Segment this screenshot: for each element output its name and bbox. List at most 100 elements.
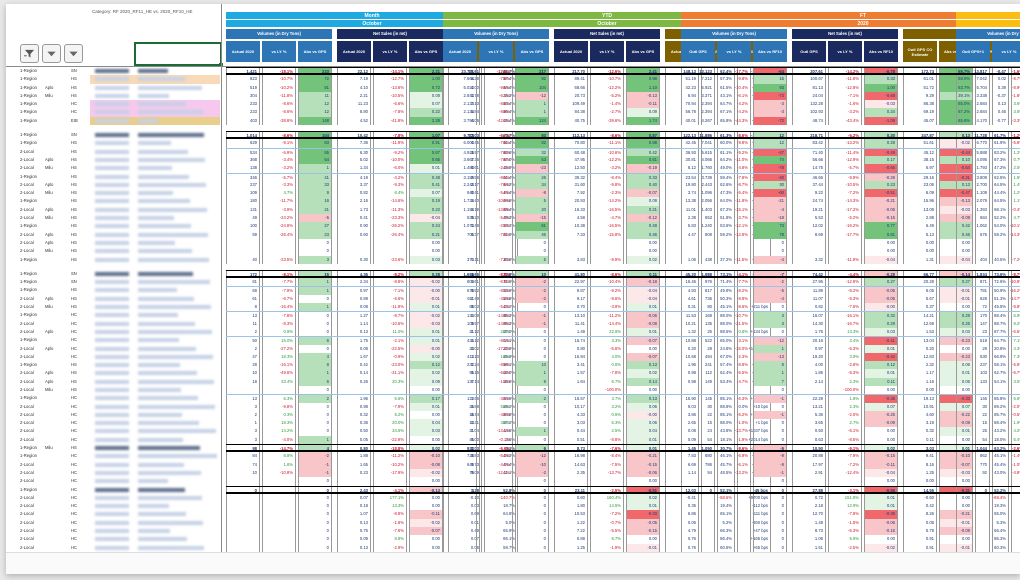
data-cell[interactable]: 22: [956, 410, 990, 420]
data-cell[interactable]: 0.87: [626, 132, 660, 138]
data-cell[interactable]: 2.3%: [479, 327, 513, 337]
data-cell[interactable]: -0.35: [864, 510, 898, 519]
data-cell[interactable]: -9.2%: [590, 287, 624, 295]
data-cell[interactable]: [226, 535, 260, 544]
data-cell[interactable]: [681, 527, 715, 536]
data-cell[interactable]: 0.98: [626, 75, 660, 84]
data-cell[interactable]: -264 bps: [1011, 255, 1020, 264]
data-cell[interactable]: -12.2%: [590, 155, 624, 165]
data-cell[interactable]: -8.1%: [262, 270, 296, 277]
data-cell[interactable]: 0.42: [903, 502, 937, 511]
data-cell[interactable]: 0.80: [337, 445, 371, 451]
data-cell[interactable]: 49.0%: [701, 164, 735, 173]
data-cell[interactable]: 0.00: [626, 385, 660, 395]
data-cell[interactable]: -5: [753, 287, 787, 295]
data-cell[interactable]: 54.0%: [975, 222, 1009, 231]
data-cell[interactable]: 3.4%: [479, 419, 513, 428]
data-cell[interactable]: -2: [515, 287, 549, 295]
data-cell[interactable]: 2.133: [443, 108, 477, 117]
data-cell[interactable]: 2.079: [956, 197, 990, 206]
data-cell[interactable]: -0.05: [864, 294, 898, 304]
data-cell[interactable]: [226, 247, 260, 256]
data-cell[interactable]: 112: [681, 369, 715, 378]
data-cell[interactable]: 0: [515, 543, 549, 552]
data-cell[interactable]: 13: [226, 312, 260, 320]
data-cell[interactable]: 10.50: [792, 445, 826, 451]
data-cell[interactable]: -13.7%: [590, 468, 624, 478]
data-cell[interactable]: 147: [956, 319, 990, 328]
data-cell[interactable]: 1: [298, 303, 332, 312]
data-cell[interactable]: 1.22: [554, 518, 588, 528]
data-cell[interactable]: -6.3%: [828, 344, 862, 353]
data-cell[interactable]: -1.0%: [717, 419, 751, 428]
data-cell[interactable]: 3.03: [554, 419, 588, 428]
data-cell[interactable]: 0: [753, 247, 787, 256]
data-cell[interactable]: -7.6%: [479, 155, 513, 165]
data-cell[interactable]: [956, 543, 990, 552]
data-cell[interactable]: [479, 477, 513, 486]
data-cell[interactable]: -7.6%: [373, 527, 407, 536]
data-cell[interactable]: 4.10: [337, 83, 371, 92]
data-cell[interactable]: 374: [443, 255, 477, 264]
data-cell[interactable]: [443, 543, 477, 552]
data-cell[interactable]: 146: [956, 395, 990, 403]
data-cell[interactable]: 3: [753, 312, 787, 320]
data-cell[interactable]: -0.01: [626, 543, 660, 552]
data-cell[interactable]: 1.65: [337, 460, 371, 469]
data-cell[interactable]: 3.794: [443, 116, 477, 126]
data-cell[interactable]: -1.8%: [373, 518, 407, 528]
data-cell[interactable]: 12: [298, 100, 332, 109]
data-cell[interactable]: -13.6%: [373, 83, 407, 92]
data-cell[interactable]: [226, 385, 260, 395]
data-cell[interactable]: 1.240: [681, 222, 715, 231]
data-cell[interactable]: 132.28: [792, 100, 826, 109]
data-cell[interactable]: -16.2%: [992, 287, 1020, 295]
data-cell[interactable]: 0: [298, 238, 332, 248]
data-cell[interactable]: 10.38: [554, 222, 588, 231]
data-cell[interactable]: 66.77: [903, 270, 937, 277]
data-cell[interactable]: +2014 bps: [737, 435, 771, 445]
data-cell[interactable]: -70 bps: [1011, 205, 1020, 215]
data-cell[interactable]: 0.88: [554, 535, 588, 544]
data-cell[interactable]: 1: [298, 164, 332, 173]
data-cell[interactable]: [479, 486, 513, 492]
data-cell[interactable]: 22: [681, 410, 715, 420]
data-cell[interactable]: 1.75: [337, 337, 371, 345]
data-cell[interactable]: [828, 238, 862, 248]
data-cell[interactable]: 8.69: [792, 230, 826, 239]
data-cell[interactable]: 1: [515, 108, 549, 117]
data-cell[interactable]: 0.00: [939, 385, 973, 395]
data-cell[interactable]: -6.0%: [373, 164, 407, 173]
data-cell[interactable]: 59.2%: [701, 230, 735, 239]
data-cell[interactable]: -18.8%: [373, 445, 407, 451]
data-cell[interactable]: -24.8%: [262, 222, 296, 231]
data-cell[interactable]: 0.90: [337, 222, 371, 231]
data-cell[interactable]: 54: [681, 435, 715, 445]
data-cell[interactable]: 42.23: [665, 83, 699, 92]
data-cell[interactable]: 0.91: [903, 543, 937, 552]
data-cell[interactable]: 20.88: [792, 452, 826, 461]
data-cell[interactable]: +211 bps: [737, 303, 771, 312]
data-cell[interactable]: -47: [753, 148, 787, 156]
data-cell[interactable]: 9.03: [665, 402, 699, 411]
data-cell[interactable]: -8.8%: [479, 100, 513, 109]
data-cell[interactable]: 0.97: [337, 287, 371, 295]
data-cell[interactable]: [443, 527, 477, 536]
data-cell[interactable]: -7.8%: [590, 369, 624, 378]
data-cell[interactable]: 19.21: [792, 205, 826, 215]
data-cell[interactable]: 0.08: [448, 543, 482, 552]
data-cell[interactable]: -7: [753, 270, 787, 277]
data-cell[interactable]: 0.08: [337, 303, 371, 312]
data-cell[interactable]: [262, 543, 296, 552]
data-cell[interactable]: 89.2%: [484, 402, 518, 411]
data-cell[interactable]: [665, 385, 699, 395]
data-cell[interactable]: -0.02: [409, 468, 443, 478]
data-cell[interactable]: 3.41: [554, 361, 588, 370]
data-cell[interactable]: [373, 238, 407, 248]
data-cell[interactable]: 1.73: [337, 205, 371, 215]
data-cell[interactable]: 41: [298, 173, 332, 181]
data-cell[interactable]: 0.42: [626, 148, 660, 156]
data-cell[interactable]: 0: [298, 319, 332, 328]
data-cell[interactable]: [226, 477, 260, 486]
data-cell[interactable]: 0.32: [903, 427, 937, 436]
